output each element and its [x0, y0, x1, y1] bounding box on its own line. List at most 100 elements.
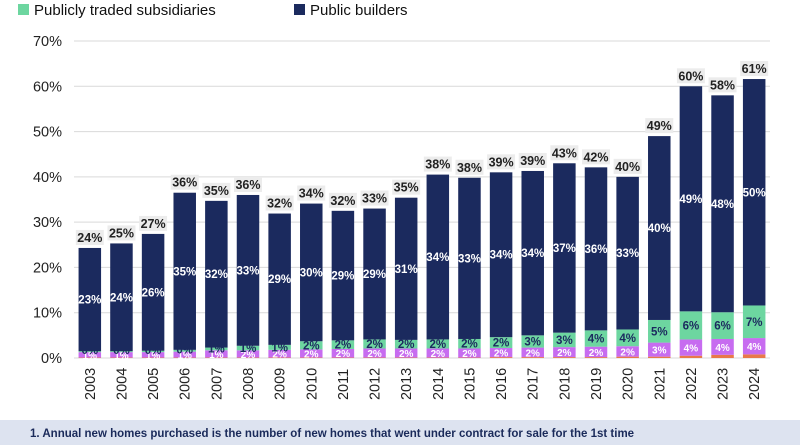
stacked-bar-chart: Publicly traded subsidiaries Public build…: [18, 2, 770, 400]
data-label-public-builders: 26%: [142, 287, 165, 299]
subsidiaries-segment-bar: [648, 319, 671, 343]
bars: 1%0%23%24%1%0%24%25%1%0%26%27%1%0%35%36%…: [75, 61, 769, 362]
total-label: 25%: [109, 226, 134, 240]
subsidiaries-segment-bar: [426, 339, 450, 349]
x-tick-label: 2024: [747, 368, 763, 400]
total-label: 35%: [394, 181, 419, 195]
data-label-small: 2%: [620, 347, 635, 358]
x-tick-label: 2016: [494, 368, 510, 400]
subsidiaries-segment-bar: [679, 311, 703, 340]
x-tick-label: 2021: [652, 368, 668, 400]
total-label: 39%: [520, 154, 545, 168]
legend-swatch-public-builders: [294, 4, 305, 15]
y-tick-label: 60%: [33, 79, 62, 95]
total-label-bg: [518, 152, 547, 168]
total-label: 60%: [678, 69, 703, 83]
total-label: 35%: [204, 184, 229, 198]
subsidiaries-segment-bar: [331, 340, 355, 349]
subsidiaries-segment-bar: [616, 329, 639, 347]
y-tick-label: 0%: [41, 351, 62, 367]
total-label: 27%: [141, 217, 166, 231]
small-segment-bar: [205, 350, 228, 358]
data-label-public-builders: 32%: [205, 269, 228, 281]
y-tick-label: 10%: [33, 306, 62, 322]
subsidiaries-segment-bar: [521, 335, 544, 348]
x-tick-label: 2007: [209, 368, 225, 400]
public-builders-segment-bar: [458, 177, 481, 339]
other-segment-bar: [489, 357, 513, 358]
x-tick-label: 2010: [304, 368, 320, 400]
small-segment-bar: [78, 352, 102, 358]
public-builders-segment-bar: [616, 176, 639, 330]
total-label: 49%: [647, 119, 672, 133]
public-builders-segment-bar: [679, 86, 703, 312]
y-tick-label: 20%: [33, 260, 62, 276]
small-segment-bar: [616, 346, 639, 357]
data-label-public-builders: 35%: [173, 266, 196, 278]
data-label-subsidiaries: 7%: [746, 317, 763, 329]
data-label-public-builders: 33%: [616, 248, 639, 260]
total-label-bg: [392, 179, 421, 195]
x-tick-label: 2020: [621, 368, 637, 400]
public-builders-segment-bar: [363, 208, 386, 340]
data-label-small: 2%: [241, 350, 256, 361]
public-builders-segment-bar: [584, 167, 608, 331]
public-builders-segment-bar: [236, 194, 260, 346]
small-segment-bar: [394, 348, 418, 358]
data-label-small: 1%: [209, 350, 224, 361]
x-tick-label: 2015: [462, 368, 478, 400]
data-label-small: 1%: [178, 351, 193, 362]
data-label-small: 2%: [399, 349, 414, 360]
data-label-subsidiaries: 2%: [398, 339, 415, 351]
public-builders-segment-bar: [742, 79, 766, 306]
total-label-bg: [676, 68, 705, 84]
total-label: 58%: [710, 78, 735, 92]
data-label-small: 4%: [684, 344, 699, 355]
total-label: 43%: [552, 146, 577, 160]
data-label-small: 2%: [589, 348, 604, 359]
subsidiaries-segment-bar: [78, 351, 102, 353]
total-label-bg: [139, 215, 168, 231]
data-label-subsidiaries: 3%: [524, 336, 541, 348]
footnote-bar: 1. Annual new homes purchased is the num…: [0, 420, 800, 445]
x-tick-label: 2006: [178, 368, 194, 400]
x-tick-label: 2011: [336, 369, 352, 400]
small-segment-bar: [110, 352, 133, 358]
total-label: 39%: [489, 155, 514, 169]
subsidiaries-segment-bar: [205, 347, 228, 351]
x-tick-label: 2013: [399, 368, 415, 400]
small-segment-bar: [236, 350, 260, 358]
public-builders-segment-bar: [78, 247, 102, 352]
public-builders-segment-bar: [426, 174, 450, 340]
subsidiaries-segment-bar: [363, 339, 386, 349]
data-label-public-builders: 34%: [426, 252, 449, 264]
small-segment-bar: [300, 349, 323, 358]
data-label-public-builders: 23%: [78, 295, 101, 307]
data-label-small: 4%: [747, 342, 762, 353]
subsidiaries-segment-bar: [394, 339, 418, 349]
total-label: 32%: [267, 197, 292, 211]
total-label-bg: [202, 182, 231, 198]
data-label-public-builders: 48%: [711, 199, 734, 211]
x-axis: 2003 2004 2005 2006 2007 2008 2009 2010 2011 2012…: [83, 368, 763, 400]
data-label-subsidiaries: 2%: [430, 339, 447, 351]
small-segment-bar: [458, 348, 481, 358]
other-segment-bar: [742, 354, 766, 358]
data-label-small: 2%: [494, 349, 509, 360]
small-segment-bar: [553, 347, 576, 358]
data-label-small: 2%: [526, 348, 541, 359]
subsidiaries-segment-bar: [458, 338, 481, 349]
data-label-public-builders: 29%: [331, 271, 354, 283]
data-label-public-builders: 31%: [395, 264, 418, 276]
data-label-public-builders: 34%: [490, 250, 513, 262]
data-label-small: 1%: [83, 351, 98, 362]
small-segment-bar: [521, 347, 544, 358]
public-builders-segment-bar: [553, 163, 576, 333]
other-segment-bar: [679, 355, 703, 358]
public-builders-segment-bar: [711, 95, 734, 313]
y-tick-label: 30%: [33, 215, 62, 231]
subsidiaries-segment-bar: [489, 337, 513, 349]
small-segment-bar: [363, 348, 386, 358]
total-label: 40%: [615, 160, 640, 174]
data-label-subsidiaries: 2%: [303, 340, 320, 352]
